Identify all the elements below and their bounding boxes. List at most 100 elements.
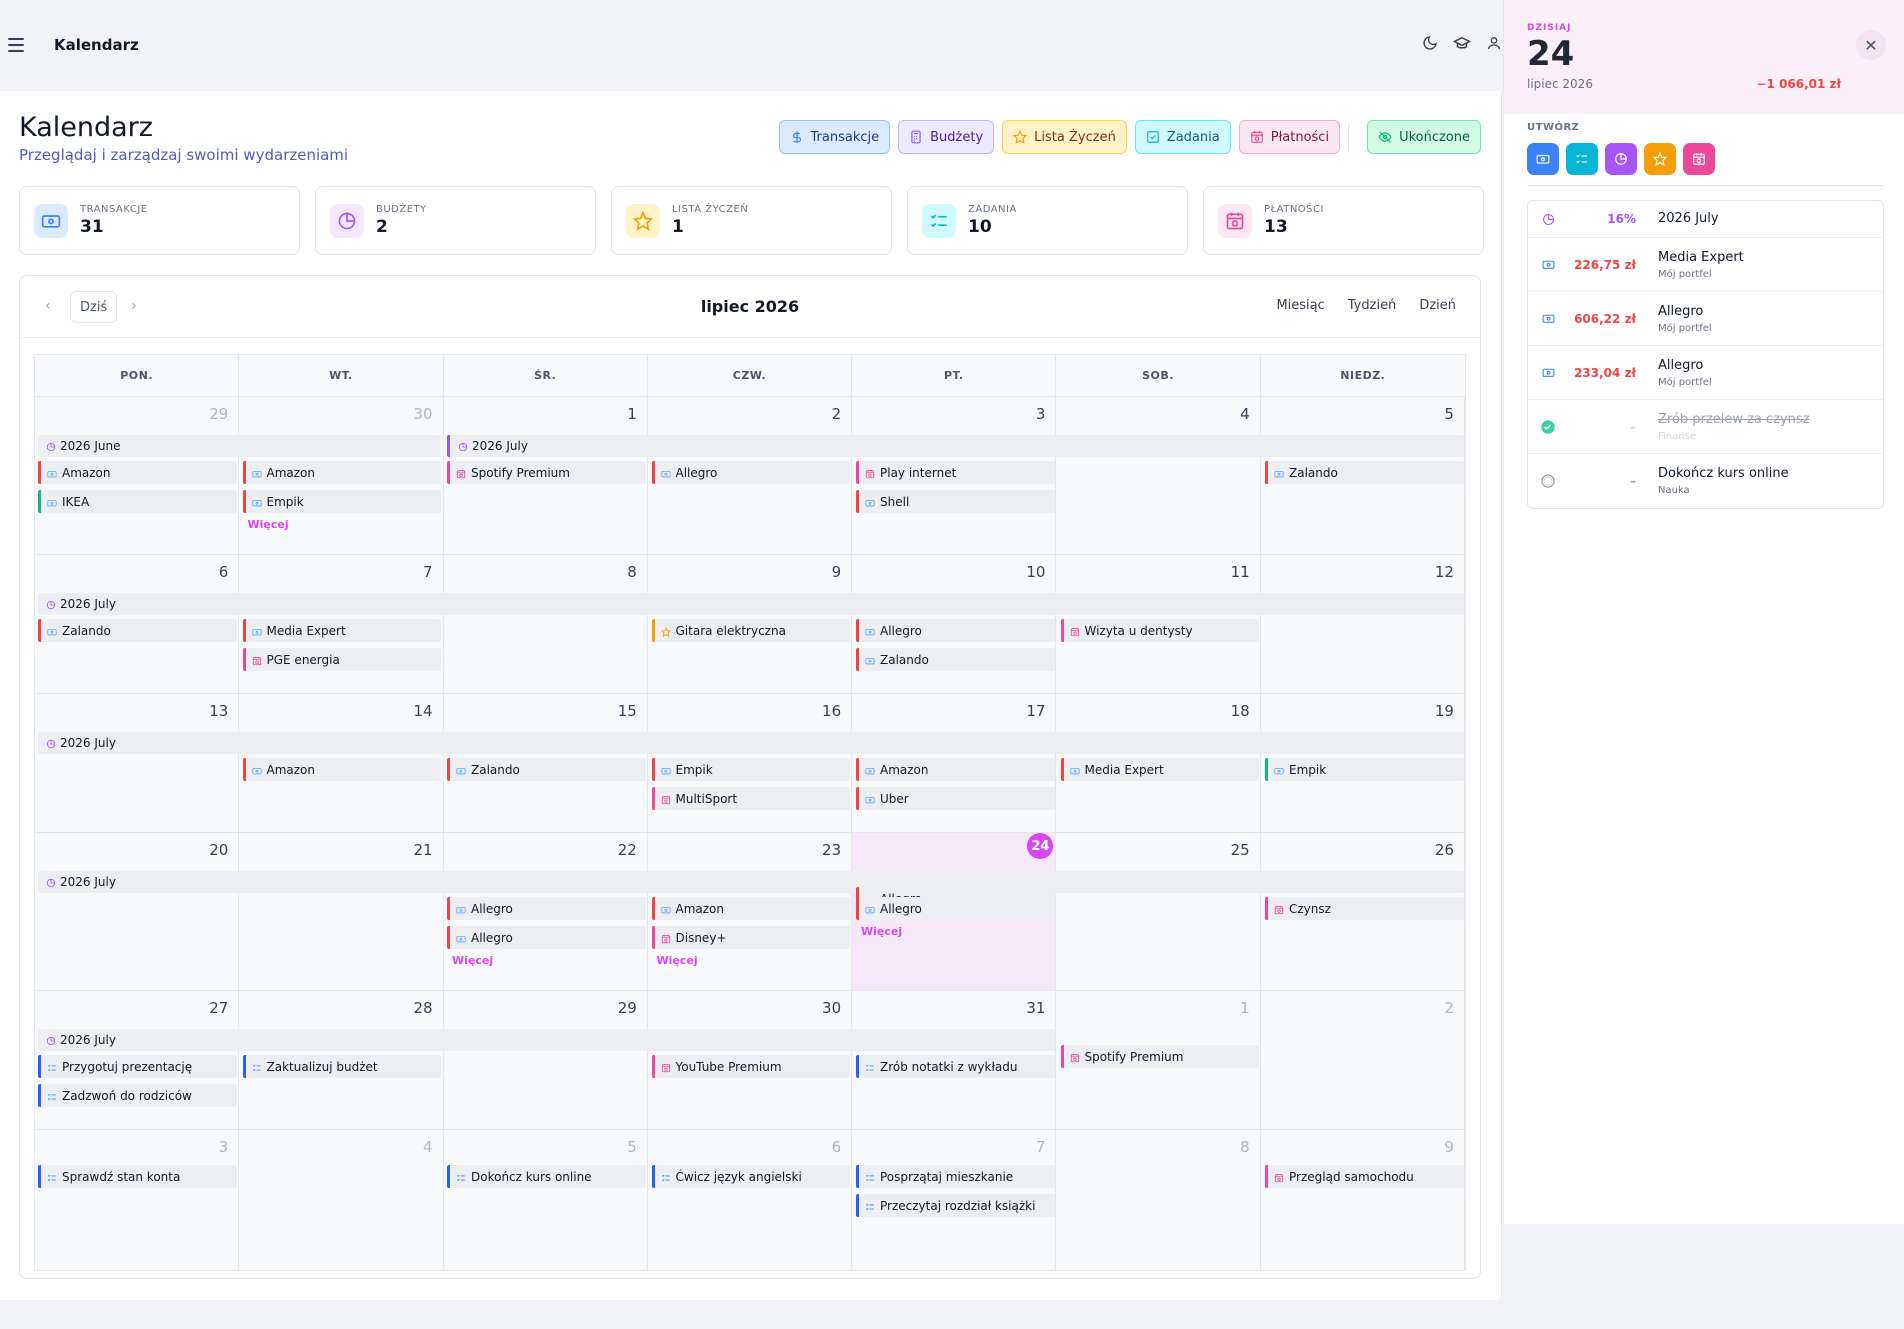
create-wish-button[interactable] [1644, 143, 1676, 175]
more-link[interactable]: Więcej [656, 954, 698, 967]
budget-bar[interactable]: 2026 June [38, 435, 441, 457]
calendar-event[interactable]: Amazon [651, 897, 850, 920]
graduation-cap-icon[interactable] [1453, 34, 1471, 52]
calendar-event[interactable]: Posprzątaj mieszkanie [856, 1165, 1055, 1188]
day-cell[interactable]: 9 [1260, 1130, 1465, 1270]
calendar-event[interactable]: Empik [1265, 758, 1464, 781]
calendar-event[interactable]: Allegro [651, 461, 850, 484]
today-item[interactable]: 606,22 zł Allegro Mój portfel [1528, 292, 1883, 346]
today-item[interactable]: 233,04 zł Allegro Mój portfel [1528, 346, 1883, 400]
filter-wishlist-button[interactable]: Lista Życzeń [1002, 120, 1127, 154]
day-cell[interactable]: 8 [1056, 1130, 1261, 1270]
day-cell[interactable]: 4 [1056, 397, 1261, 554]
day-cell[interactable]: 8 [443, 555, 648, 693]
day-cell[interactable]: 25 [1056, 833, 1261, 990]
filter-payments-button[interactable]: Płatności [1238, 120, 1341, 154]
calendar-event[interactable]: Przygotuj prezentację [38, 1055, 237, 1078]
calendar-event[interactable]: Media Expert [1060, 758, 1259, 781]
day-cell[interactable]: 13 [35, 694, 240, 832]
moon-icon[interactable] [1421, 34, 1439, 52]
filter-completed-button[interactable]: Ukończone [1367, 120, 1481, 154]
create-payment-button[interactable] [1683, 143, 1715, 175]
budget-bar[interactable]: 2026 July [38, 732, 1464, 754]
calendar-event[interactable]: Zalando [38, 619, 237, 642]
calendar-event[interactable]: Zadzwoń do rodziców [38, 1084, 237, 1107]
calendar-event[interactable]: Ćwicz język angielski [651, 1165, 850, 1188]
calendar-event[interactable]: Play internet [856, 461, 1055, 484]
day-cell[interactable]: 12 [1260, 555, 1465, 693]
calendar-event[interactable]: Amazon [38, 461, 237, 484]
day-cell[interactable]: 4 [239, 1130, 444, 1270]
budget-label: 2026 July [60, 597, 116, 611]
calendar-event[interactable]: Zalando [856, 648, 1055, 671]
calendar-event[interactable]: IKEA [38, 490, 237, 513]
day-cell[interactable]: 3 [35, 1130, 240, 1270]
calendar-event[interactable]: Disney+ [651, 926, 850, 949]
calendar-event[interactable]: Media Expert [242, 619, 441, 642]
calendar-event[interactable]: Amazon [242, 461, 441, 484]
checklist-icon [922, 203, 956, 238]
more-link[interactable]: Więcej [452, 954, 494, 967]
calendar-event[interactable]: Zaktualizuj budżet [242, 1055, 441, 1078]
create-budget-button[interactable] [1605, 143, 1637, 175]
filter-tasks-button[interactable]: Zadania [1134, 120, 1231, 154]
calendar-event[interactable]: Uber [856, 787, 1055, 810]
more-link[interactable]: Więcej [247, 518, 289, 531]
filter-transactions-button[interactable]: Transakcje [778, 120, 891, 154]
calendar-event[interactable]: Dokończ kurs online [447, 1165, 646, 1188]
day-cell[interactable]: 21 [239, 833, 444, 990]
calendar-event[interactable]: Gitara elektryczna [651, 619, 850, 642]
close-icon[interactable]: ✕ [1856, 30, 1886, 60]
calendar-event[interactable]: Czynsz [1265, 897, 1464, 920]
calendar-event[interactable]: Amazon [242, 758, 441, 781]
calendar-event[interactable]: Zrób notatki z wykładu [856, 1055, 1055, 1078]
day-cell[interactable]: 20 [35, 833, 240, 990]
calendar-event[interactable]: Sprawdź stan konta [38, 1165, 237, 1188]
menu-icon[interactable] [8, 38, 24, 52]
calendar-event[interactable]: Zalando [447, 758, 646, 781]
calendar-event[interactable]: Amazon [856, 758, 1055, 781]
day-cell[interactable]: 2 [1260, 991, 1465, 1129]
calendar-event[interactable]: YouTube Premium [651, 1055, 850, 1078]
weekday-label: ŚR. [444, 355, 648, 396]
prev-month-button[interactable]: ‹ [45, 298, 51, 314]
calendar-event[interactable]: Allegro [856, 897, 1055, 920]
checklist-icon [1575, 152, 1589, 166]
calendar-event[interactable]: Wizyta u dentysty [1060, 619, 1259, 642]
day-cell[interactable]: 29 [443, 991, 648, 1129]
budget-bar[interactable]: 2026 July [38, 871, 1464, 893]
today-item[interactable]: 16% 2026 July [1528, 201, 1883, 238]
calendar-event[interactable]: Allegro [447, 926, 646, 949]
view-week-button[interactable]: Tydzień [1347, 298, 1397, 313]
view-month-button[interactable]: Miesiąc [1276, 298, 1325, 313]
next-month-button[interactable]: › [131, 298, 137, 314]
filter-budgets-button[interactable]: Budżety [898, 120, 995, 154]
budget-bar[interactable]: 2026 July [38, 1029, 1055, 1051]
panel-header: DZISIAJ 24 lipiec 2026 −1 066,01 zł ✕ [1504, 0, 1904, 114]
calendar-event[interactable]: Allegro [856, 619, 1055, 642]
calendar-event[interactable]: MultiSport [651, 787, 850, 810]
day-cell[interactable]: 5 [443, 1130, 648, 1270]
calendar-event[interactable]: PGE energia [242, 648, 441, 671]
budget-bar[interactable]: 2026 July [38, 593, 1464, 615]
view-day-button[interactable]: Dzień [1419, 298, 1456, 313]
calendar-event[interactable]: Zalando [1265, 461, 1464, 484]
calendar-event[interactable]: Empik [651, 758, 850, 781]
calendar-event[interactable]: Przegląd samochodu [1265, 1165, 1464, 1188]
day-cell[interactable]: 6 [647, 1130, 853, 1270]
calendar-event[interactable]: Przeczytaj rozdział książki [856, 1194, 1055, 1217]
calendar-event[interactable]: Empik [242, 490, 441, 513]
budget-bar[interactable]: 2026 July [447, 435, 1464, 457]
today-item[interactable]: – Zrób przelew za czynsz Finanse [1528, 400, 1883, 454]
today-button[interactable]: Dziś [70, 291, 118, 323]
more-link[interactable]: Więcej [861, 925, 903, 938]
user-icon[interactable] [1485, 34, 1503, 52]
calendar-event[interactable]: Spotify Premium [1060, 1045, 1259, 1068]
calendar-event[interactable]: Allegro [447, 897, 646, 920]
create-task-button[interactable] [1566, 143, 1598, 175]
calendar-event[interactable]: Spotify Premium [447, 461, 646, 484]
today-item[interactable]: – Dokończ kurs online Nauka [1528, 454, 1883, 508]
create-transaction-button[interactable] [1527, 143, 1559, 175]
today-item[interactable]: 226,75 zł Media Expert Mój portfel [1528, 238, 1883, 292]
calendar-event[interactable]: Shell [856, 490, 1055, 513]
